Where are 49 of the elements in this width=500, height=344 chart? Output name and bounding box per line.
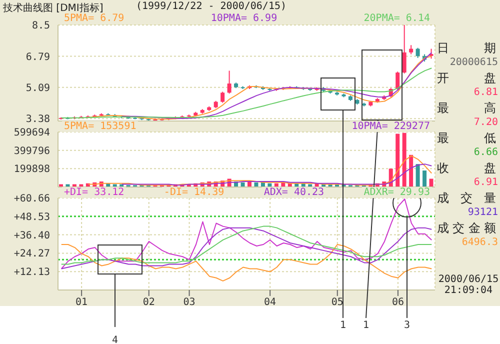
- text: 6496.3: [460, 237, 499, 248]
- chart-subtitle: (1999/12/22 - 2000/06/15): [136, 1, 287, 12]
- text: 10PMA= 6.99: [208, 13, 280, 24]
- y-tick-label: 199898: [14, 164, 50, 176]
- text: 6.66: [472, 147, 499, 158]
- text: 3: [402, 320, 412, 331]
- text: 成交金额: [437, 220, 497, 237]
- text: ADXR= 29.93: [362, 187, 432, 198]
- x-tick-label: 02: [142, 297, 155, 308]
- text: 1: [362, 320, 370, 331]
- text: 1: [338, 320, 348, 331]
- text: ADX= 40.23: [262, 187, 326, 198]
- x-tick-label: 01: [76, 297, 88, 308]
- text: 20PMA= 6.14: [362, 13, 432, 24]
- text: 日期: [437, 40, 497, 57]
- text: 20000615: [448, 57, 499, 68]
- text: -DI= 14.39: [162, 187, 226, 198]
- y-tick-label: 6.79: [26, 52, 50, 63]
- text: 93121: [466, 207, 499, 218]
- text: 6.91: [472, 177, 499, 188]
- text: 收盘: [437, 160, 497, 177]
- text: 5PMA= 6.79: [62, 13, 126, 24]
- x-tick-label: 06: [392, 297, 404, 308]
- text: 成交量: [437, 190, 497, 207]
- text: 10PMA= 229277: [350, 121, 432, 132]
- y-tick-label: 399796: [14, 146, 50, 157]
- y-tick-label: 5.09: [26, 82, 50, 94]
- text: 最高: [437, 100, 497, 117]
- text: 4: [110, 335, 120, 344]
- y-tick-label: 8.5: [32, 20, 50, 32]
- x-tick-label: 04: [264, 297, 276, 308]
- y-tick-label: +48.53: [14, 212, 50, 223]
- text: 7.20: [472, 117, 499, 128]
- y-tick-label: +24.27: [14, 248, 50, 260]
- y-tick-label: 599694: [14, 128, 50, 139]
- y-tick-label: +60.66: [14, 194, 50, 205]
- y-tick-label: 3.38: [26, 114, 50, 126]
- y-tick-label: +12.13: [14, 267, 50, 278]
- y-tick-label: +36.40: [14, 230, 50, 242]
- chart-title: 技术曲线图 [DMI指标]: [3, 2, 104, 14]
- text: 最低: [437, 130, 497, 147]
- text: 开盘: [437, 70, 497, 87]
- x-tick-label: 03: [183, 297, 196, 308]
- x-tick-label: 05: [331, 297, 344, 308]
- text: +DI= 33.12: [62, 187, 126, 198]
- text: 5PMA= 153591: [62, 121, 138, 132]
- text: 6.81: [472, 87, 499, 98]
- text: 2000/06/15: [437, 274, 500, 285]
- text: 21:09:04: [443, 285, 494, 296]
